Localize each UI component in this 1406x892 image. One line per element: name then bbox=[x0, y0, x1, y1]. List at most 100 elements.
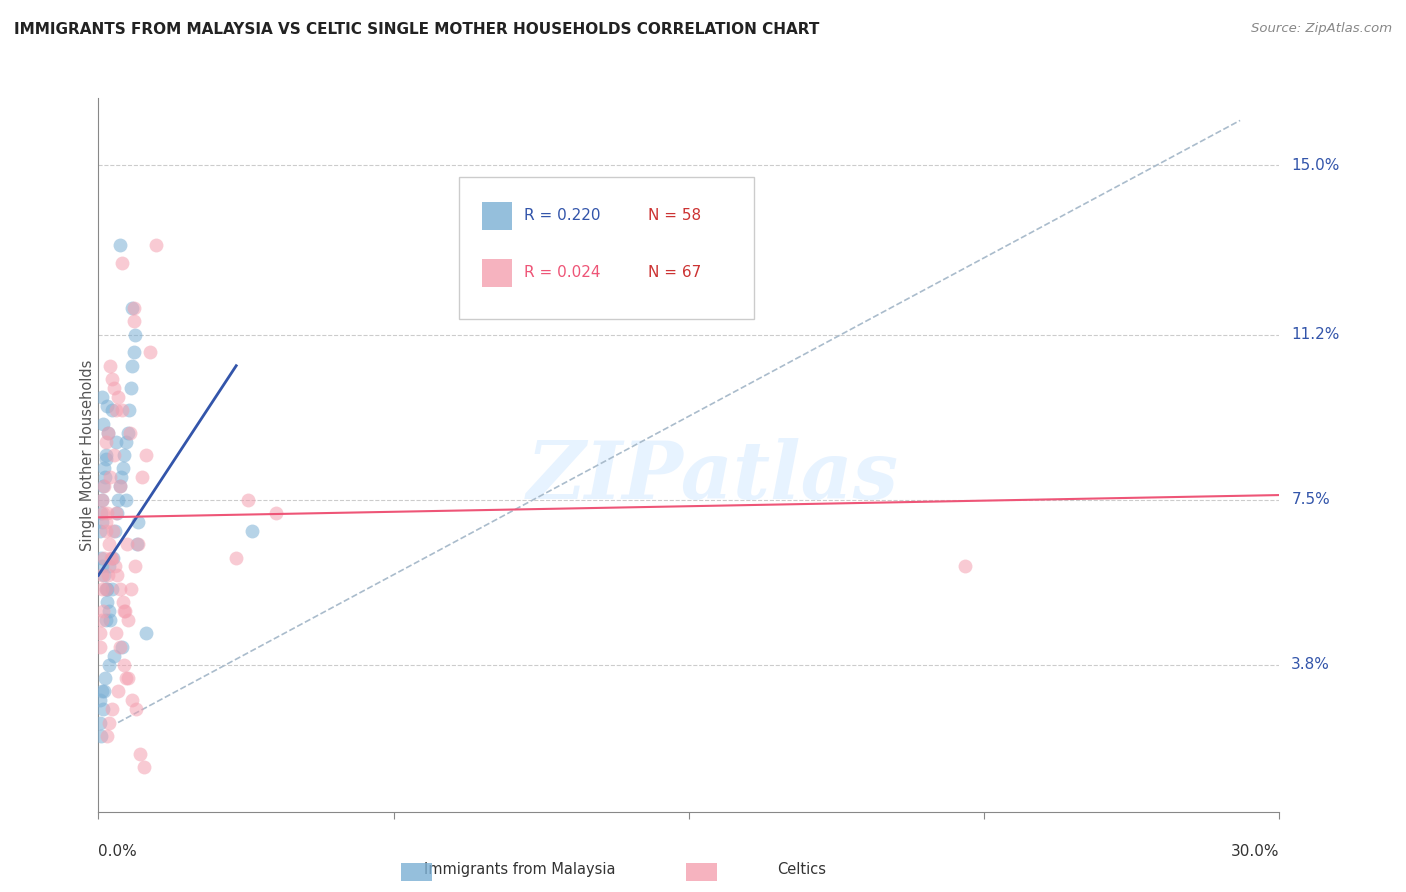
Point bbox=[105, 568, 128, 582]
Point bbox=[90, 515, 112, 529]
Point bbox=[145, 238, 167, 252]
Point bbox=[225, 550, 247, 565]
Point bbox=[94, 524, 117, 538]
Point bbox=[112, 657, 135, 672]
Point bbox=[103, 524, 125, 538]
Point bbox=[91, 684, 114, 698]
Point bbox=[264, 506, 287, 520]
Text: N = 58: N = 58 bbox=[648, 209, 700, 223]
Point bbox=[105, 434, 128, 449]
Point bbox=[96, 582, 118, 596]
Point bbox=[90, 550, 112, 565]
Point bbox=[91, 702, 114, 716]
Point bbox=[98, 470, 121, 484]
Point bbox=[98, 715, 121, 730]
Point bbox=[93, 470, 115, 484]
Point bbox=[122, 345, 145, 359]
Point bbox=[93, 568, 115, 582]
Point bbox=[96, 729, 118, 743]
Point bbox=[122, 301, 145, 315]
Text: R = 0.024: R = 0.024 bbox=[523, 266, 600, 280]
Point bbox=[90, 613, 112, 627]
Point bbox=[107, 684, 129, 698]
Text: R = 0.220: R = 0.220 bbox=[523, 209, 600, 223]
Point bbox=[115, 492, 138, 507]
Point bbox=[111, 461, 134, 475]
Point bbox=[94, 448, 117, 462]
Point bbox=[90, 582, 112, 596]
Point bbox=[100, 550, 122, 565]
Point bbox=[108, 479, 131, 493]
Point bbox=[108, 238, 131, 252]
Point bbox=[93, 550, 115, 565]
Point bbox=[120, 381, 142, 395]
Point bbox=[111, 595, 134, 609]
Point bbox=[105, 506, 128, 520]
Point bbox=[124, 327, 146, 342]
Point bbox=[103, 550, 125, 565]
Point bbox=[108, 640, 131, 654]
Point bbox=[138, 345, 160, 359]
Text: ZIPatlas: ZIPatlas bbox=[526, 438, 898, 515]
Point bbox=[91, 479, 114, 493]
Point bbox=[94, 613, 117, 627]
Point bbox=[117, 671, 139, 685]
Point bbox=[91, 506, 114, 520]
Point bbox=[98, 613, 121, 627]
Point bbox=[89, 626, 111, 640]
Point bbox=[112, 448, 135, 462]
Point bbox=[98, 359, 121, 373]
Bar bbox=[482, 259, 512, 287]
Point bbox=[91, 604, 114, 618]
Point bbox=[101, 550, 124, 565]
Point bbox=[89, 524, 111, 538]
Point bbox=[121, 301, 143, 315]
Point bbox=[93, 671, 115, 685]
Text: Celtics: Celtics bbox=[778, 863, 825, 877]
Point bbox=[91, 559, 114, 574]
FancyBboxPatch shape bbox=[458, 177, 754, 319]
Point bbox=[121, 693, 143, 707]
Point bbox=[90, 492, 112, 507]
Point bbox=[114, 604, 136, 618]
Point bbox=[124, 559, 146, 574]
Point bbox=[97, 425, 120, 440]
Point bbox=[105, 506, 128, 520]
Point bbox=[91, 568, 114, 582]
Point bbox=[115, 537, 138, 551]
Point bbox=[115, 434, 138, 449]
Point bbox=[101, 403, 124, 417]
Point bbox=[91, 417, 114, 431]
Point bbox=[111, 256, 134, 270]
Point bbox=[96, 399, 118, 413]
Text: IMMIGRANTS FROM MALAYSIA VS CELTIC SINGLE MOTHER HOUSEHOLDS CORRELATION CHART: IMMIGRANTS FROM MALAYSIA VS CELTIC SINGL… bbox=[14, 22, 820, 37]
Point bbox=[117, 613, 139, 627]
Point bbox=[97, 425, 120, 440]
Text: Source: ZipAtlas.com: Source: ZipAtlas.com bbox=[1251, 22, 1392, 36]
Point bbox=[98, 657, 121, 672]
Point bbox=[122, 314, 145, 328]
Point bbox=[97, 568, 120, 582]
Point bbox=[93, 479, 115, 493]
Point bbox=[104, 559, 127, 574]
Point bbox=[89, 715, 111, 730]
Point bbox=[93, 684, 115, 698]
Point bbox=[127, 537, 149, 551]
Point bbox=[103, 381, 125, 395]
Point bbox=[120, 582, 142, 596]
Text: 11.2%: 11.2% bbox=[1291, 327, 1340, 342]
Point bbox=[91, 390, 114, 404]
Point bbox=[240, 524, 263, 538]
Point bbox=[111, 403, 134, 417]
Point bbox=[121, 359, 143, 373]
Text: 30.0%: 30.0% bbox=[1232, 844, 1279, 859]
Point bbox=[108, 479, 131, 493]
Point bbox=[127, 515, 149, 529]
Point bbox=[125, 537, 148, 551]
Point bbox=[96, 595, 118, 609]
Text: 3.8%: 3.8% bbox=[1291, 657, 1330, 672]
Point bbox=[115, 671, 138, 685]
Point bbox=[96, 515, 118, 529]
Point bbox=[125, 702, 148, 716]
Point bbox=[91, 492, 114, 507]
